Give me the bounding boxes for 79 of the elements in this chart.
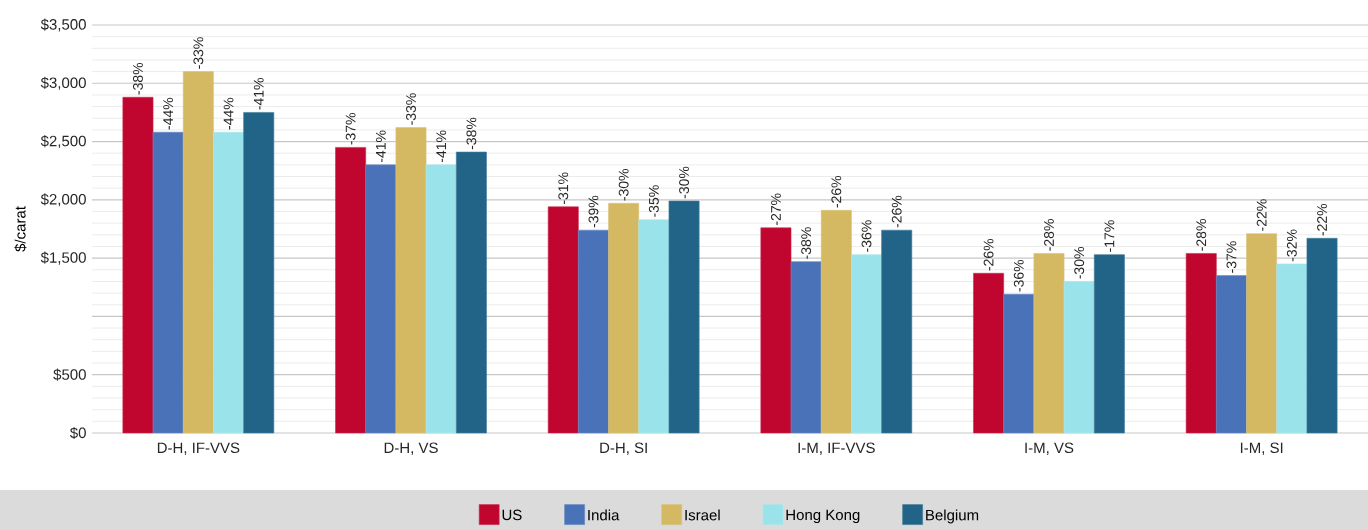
- bar: [790, 261, 822, 434]
- bar: [1033, 253, 1065, 434]
- annotation: -35%: [648, 185, 659, 217]
- bar: [395, 127, 427, 434]
- y-tick-label: $500: [53, 368, 86, 381]
- bar: [578, 229, 609, 434]
- annotation: -22%: [1317, 203, 1327, 236]
- annotation: -26%: [891, 195, 902, 228]
- y-tick-label: $3,000: [40, 76, 86, 90]
- bar: [182, 71, 214, 434]
- annotation: -30%: [618, 168, 629, 201]
- bar: [1216, 275, 1247, 434]
- bar: [547, 206, 579, 434]
- bar: [1276, 263, 1308, 434]
- annotation: -17%: [1104, 220, 1115, 252]
- legend-label: Hong Kong: [786, 509, 860, 524]
- x-tick-label: D-H, IF-VVS: [157, 442, 240, 455]
- bar: [213, 131, 244, 434]
- bar: [335, 147, 367, 434]
- bar: [456, 151, 487, 434]
- y-tick-label: $2,000: [40, 193, 86, 207]
- legend-label: Israel: [685, 509, 720, 521]
- annotation: -26%: [831, 175, 842, 208]
- annotation: -37%: [345, 113, 356, 145]
- annotation: -31%: [558, 172, 569, 205]
- x-tick-label: I-M, SI: [1240, 442, 1283, 455]
- bar: [760, 227, 792, 434]
- bar: [973, 272, 1004, 434]
- y-tick-label: $1,500: [40, 251, 86, 265]
- annotation: -27%: [770, 193, 781, 225]
- bar: [243, 112, 275, 434]
- legend-label: Belgium: [926, 509, 979, 524]
- y-tick-label: $2,500: [40, 135, 86, 149]
- annotation: -41%: [375, 130, 386, 163]
- bar: [1306, 238, 1338, 434]
- annotation: -30%: [1074, 247, 1085, 279]
- bar: [1185, 253, 1217, 434]
- bar: [365, 164, 397, 434]
- x-tick-label: D-H, SI: [600, 442, 647, 455]
- x-tick-label: D-H, VS: [384, 442, 438, 455]
- annotation: -39%: [588, 195, 599, 228]
- annotation: -41%: [436, 130, 447, 163]
- annotation: -36%: [861, 220, 872, 252]
- annotation: -30%: [679, 166, 690, 199]
- bar: [668, 200, 700, 434]
- annotation: -33%: [406, 93, 416, 125]
- y-axis-title: $/carat: [14, 206, 27, 252]
- annotation: -28%: [1196, 219, 1207, 251]
- bar: [638, 219, 670, 434]
- legend-label: US: [502, 509, 522, 521]
- annotation: -22%: [1256, 199, 1267, 231]
- bar: [425, 164, 457, 434]
- legend-label: India: [588, 509, 620, 521]
- bar: [1093, 254, 1125, 434]
- annotation: -41%: [253, 78, 264, 110]
- bar: [152, 131, 184, 434]
- bar: [851, 254, 882, 434]
- annotation: -44%: [163, 97, 174, 130]
- annotation: -32%: [1286, 229, 1297, 262]
- bar: [1063, 281, 1095, 434]
- x-tick-label: I-M, IF-VVS: [798, 442, 875, 455]
- bar: [1003, 293, 1035, 434]
- bar: [608, 203, 640, 434]
- x-tick-label: I-M, VS: [1025, 442, 1074, 455]
- bar: [1246, 233, 1278, 434]
- bar: [122, 96, 154, 434]
- annotation: -36%: [1013, 259, 1024, 292]
- annotation: -33%: [193, 37, 204, 69]
- annotation: -38%: [132, 62, 143, 95]
- annotation: -38%: [466, 117, 477, 150]
- annotation: -37%: [1226, 241, 1237, 273]
- annotation: -26%: [983, 238, 994, 271]
- bar: [881, 229, 913, 434]
- annotation: -28%: [1044, 219, 1054, 251]
- bar: [820, 210, 852, 434]
- y-tick-label: $3,500: [40, 18, 86, 32]
- annotation: -38%: [801, 227, 812, 259]
- y-tick-label: $0: [69, 426, 86, 440]
- annotation: -44%: [223, 97, 234, 130]
